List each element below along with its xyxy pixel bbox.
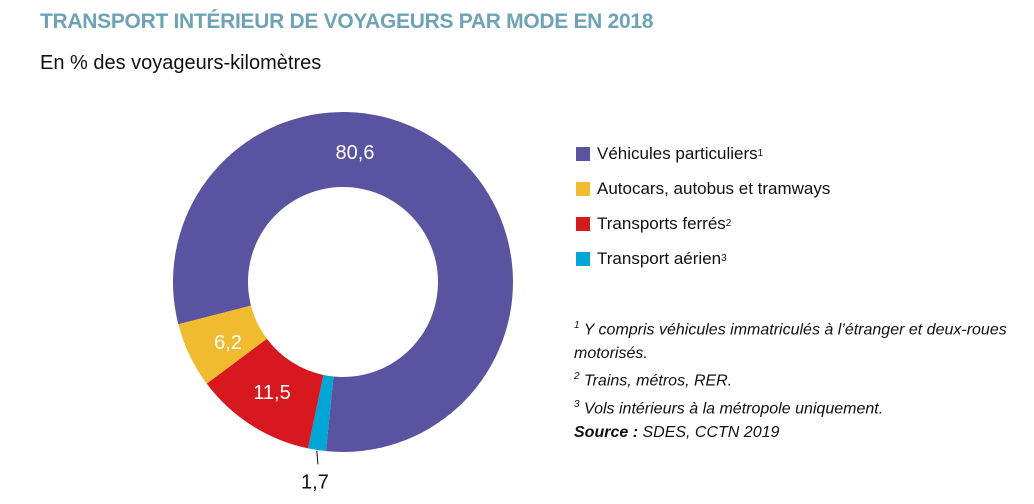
legend-item: Transport aérien 3 (576, 241, 830, 276)
legend-label: Autocars, autobus et tramways (597, 178, 831, 198)
legend-swatch (576, 251, 590, 266)
data-label: 6,2 (214, 332, 242, 354)
donut-slice (206, 338, 324, 449)
legend-label: Transport aérien (597, 248, 722, 268)
legend-item: Autocars, autobus et tramways (576, 171, 830, 206)
legend-swatch (576, 146, 590, 161)
leader-line (316, 450, 319, 465)
donut-slice (178, 305, 267, 384)
data-label: 80,6 (336, 142, 375, 164)
footnote-text: Y compris véhicules immatriculés à l’étr… (574, 321, 1007, 362)
legend: Véhicules particuliers 1 Autocars, autobu… (576, 136, 830, 276)
legend-note: 3 (721, 253, 727, 264)
source-text: SDES, CCTN 2019 (638, 423, 780, 441)
source-label: Source : (574, 423, 639, 441)
footnotes: 1 Y compris véhicules immatriculés à l’é… (574, 314, 1014, 444)
legend-item: Transports ferrés 2 (576, 206, 830, 241)
data-label: 1,7 (301, 471, 329, 493)
legend-note: 2 (725, 218, 732, 229)
donut-slice (308, 374, 334, 452)
footnote-text: Vols intérieurs à la métropole uniquemen… (579, 400, 884, 418)
footnote-1: 1 Y compris véhicules immatriculés à l’é… (574, 314, 1014, 365)
footnote-mark: 1 (574, 320, 580, 331)
legend-note: 1 (757, 148, 764, 159)
source: Source : SDES, CCTN 2019 (574, 421, 1014, 445)
footnote-mark: 2 (574, 371, 580, 383)
legend-label: Transports ferrés (597, 213, 726, 233)
data-label: 11,5 (253, 382, 290, 404)
chart-title: TRANSPORT INTÉRIEUR DE VOYAGEURS PAR MOD… (40, 10, 654, 33)
legend-swatch (576, 216, 590, 231)
footnote-2: 2 Trains, métros, RER. (574, 365, 1014, 393)
legend-swatch (576, 181, 590, 196)
footnote-mark: 3 (574, 399, 580, 411)
legend-item: Véhicules particuliers 1 (576, 136, 830, 171)
footnote-text: Trains, métros, RER. (579, 372, 733, 390)
legend-label: Véhicules particuliers (597, 143, 758, 163)
footnote-3: 3 Vols intérieurs à la métropole uniquem… (574, 393, 1014, 421)
donut-slice (172, 111, 513, 452)
chart-subtitle: En % des voyageurs-kilomètres (40, 52, 322, 74)
